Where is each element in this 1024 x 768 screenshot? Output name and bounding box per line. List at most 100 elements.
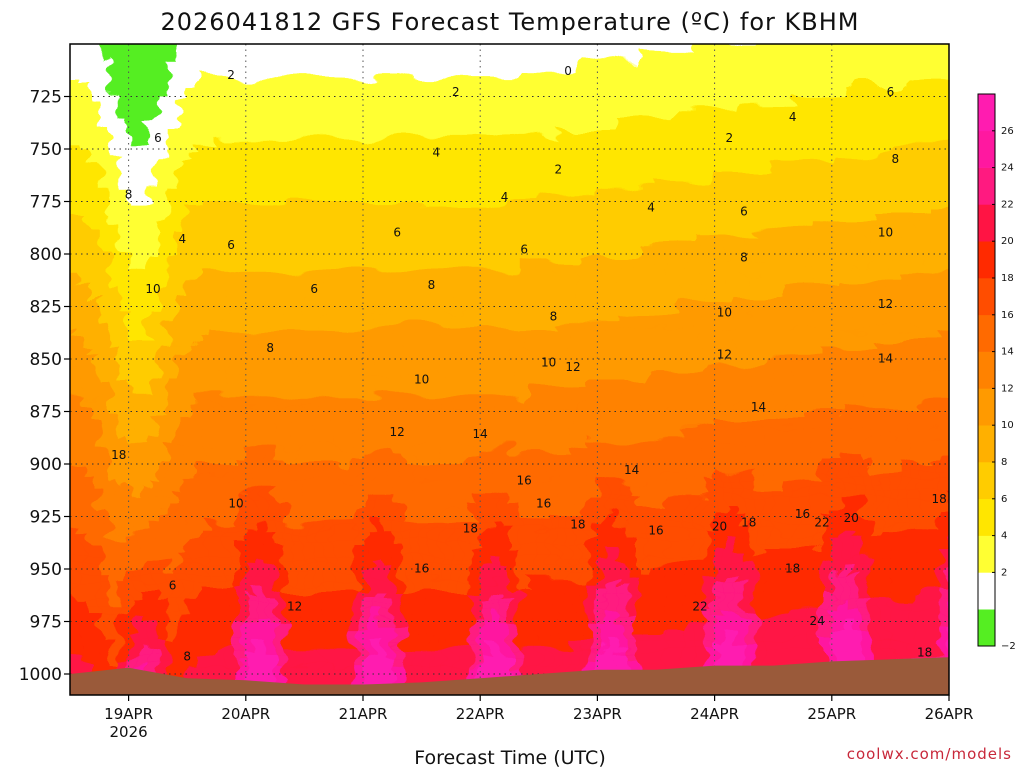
temperature-cell bbox=[70, 329, 71, 339]
temperature-cell bbox=[411, 531, 423, 541]
temperature-cell bbox=[568, 380, 579, 389]
temperature-cell bbox=[70, 539, 81, 549]
temperature-cell bbox=[216, 489, 227, 499]
temperature-cell bbox=[177, 270, 188, 280]
temperature-cell bbox=[343, 237, 354, 247]
temperature-cell bbox=[353, 161, 364, 171]
temperature-cell bbox=[392, 648, 403, 658]
temperature-cell bbox=[372, 447, 384, 457]
temperature-cell bbox=[323, 615, 335, 625]
temperature-cell bbox=[519, 338, 530, 347]
temperature-cell bbox=[441, 581, 452, 591]
temperature-cell bbox=[577, 480, 589, 490]
temperature-cell bbox=[470, 270, 481, 280]
temperature-cell bbox=[519, 615, 530, 625]
temperature-cell bbox=[255, 178, 266, 188]
temperature-cell bbox=[245, 153, 257, 163]
temperature-cell bbox=[70, 254, 81, 263]
temperature-cell bbox=[343, 354, 354, 364]
temperature-cell bbox=[216, 506, 227, 515]
temperature-cell bbox=[499, 472, 511, 482]
temperature-cell bbox=[226, 405, 237, 415]
temperature-cell bbox=[363, 228, 374, 238]
temperature-cell bbox=[382, 245, 393, 255]
temperature-cell bbox=[480, 346, 491, 356]
temperature-cell bbox=[363, 170, 374, 179]
temperature-cell bbox=[79, 128, 91, 137]
temperature-cell bbox=[99, 153, 110, 163]
temperature-cell bbox=[519, 111, 530, 121]
temperature-cell bbox=[157, 665, 169, 675]
temperature-cell bbox=[499, 464, 511, 473]
temperature-cell bbox=[197, 304, 208, 314]
temperature-cell bbox=[70, 321, 71, 331]
temperature-cell bbox=[148, 598, 159, 608]
temperature-cell bbox=[382, 312, 393, 322]
temperature-cell bbox=[343, 371, 354, 381]
temperature-cell bbox=[236, 506, 247, 515]
temperature-cell bbox=[480, 161, 491, 171]
temperature-cell bbox=[372, 514, 384, 524]
temperature-cell bbox=[70, 564, 81, 574]
temperature-cell bbox=[558, 380, 569, 389]
temperature-cell bbox=[41, 439, 51, 448]
temperature-cell bbox=[138, 497, 149, 507]
temperature-cell bbox=[372, 615, 384, 625]
temperature-cell bbox=[431, 430, 442, 440]
temperature-cell bbox=[157, 86, 169, 95]
temperature-cell bbox=[587, 556, 598, 566]
temperature-cell bbox=[382, 422, 393, 431]
temperature-cell bbox=[519, 497, 530, 507]
temperature-cell bbox=[597, 564, 608, 574]
temperature-cell bbox=[529, 531, 540, 541]
temperature-cell bbox=[548, 548, 559, 557]
temperature-cell bbox=[197, 539, 208, 549]
temperature-cell bbox=[548, 455, 559, 465]
temperature-cell bbox=[568, 144, 579, 154]
temperature-cell bbox=[441, 657, 452, 667]
temperature-cell bbox=[519, 128, 530, 137]
temperature-cell bbox=[138, 640, 149, 650]
temperature-cell bbox=[284, 514, 296, 524]
temperature-cell bbox=[197, 522, 208, 532]
temperature-cell bbox=[343, 590, 354, 599]
temperature-cell bbox=[333, 270, 345, 280]
temperature-cell bbox=[70, 69, 81, 79]
temperature-cell bbox=[607, 94, 618, 104]
temperature-cell bbox=[363, 615, 374, 625]
temperature-cell bbox=[431, 447, 442, 457]
temperature-cell bbox=[187, 254, 198, 263]
temperature-cell bbox=[148, 346, 159, 356]
temperature-cell bbox=[275, 615, 286, 625]
temperature-cell bbox=[519, 329, 530, 339]
temperature-cell bbox=[216, 422, 227, 431]
temperature-cell bbox=[197, 321, 208, 331]
temperature-cell bbox=[616, 606, 628, 616]
temperature-cell bbox=[626, 573, 638, 583]
temperature-cell bbox=[216, 615, 227, 625]
temperature-cell bbox=[343, 212, 354, 221]
temperature-cell bbox=[118, 573, 130, 583]
temperature-cell bbox=[353, 665, 364, 675]
temperature-cell bbox=[79, 44, 91, 53]
temperature-cell bbox=[529, 665, 540, 675]
temperature-cell bbox=[499, 531, 511, 541]
temperature-cell bbox=[607, 455, 618, 465]
temperature-cell bbox=[577, 665, 589, 675]
temperature-cell bbox=[197, 312, 208, 322]
temperature-cell bbox=[294, 522, 305, 532]
temperature-cell bbox=[284, 380, 296, 389]
temperature-cell bbox=[168, 699, 178, 708]
temperature-cell bbox=[314, 77, 325, 87]
temperature-cell bbox=[41, 632, 51, 641]
temperature-cell bbox=[245, 438, 257, 448]
temperature-cell bbox=[411, 363, 423, 373]
temperature-cell bbox=[597, 170, 608, 179]
temperature-cell bbox=[509, 472, 520, 482]
temperature-cell bbox=[99, 128, 110, 137]
temperature-cell bbox=[118, 237, 130, 247]
temperature-cell bbox=[167, 447, 179, 457]
temperature-cell bbox=[480, 632, 491, 641]
temperature-cell bbox=[216, 371, 227, 381]
temperature-cell bbox=[421, 186, 432, 196]
